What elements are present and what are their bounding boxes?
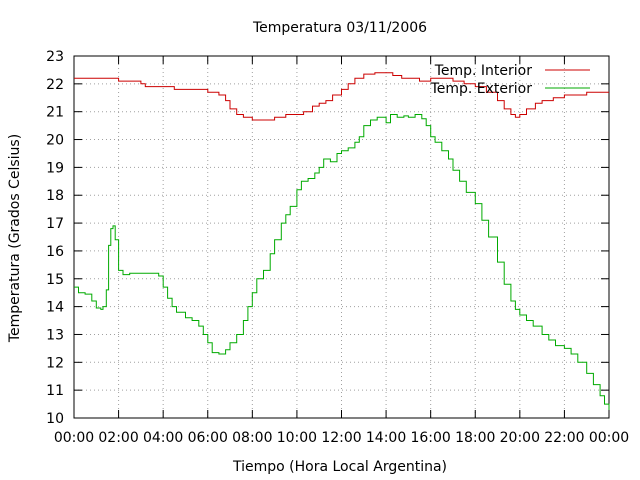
y-tick-label: 13 <box>46 327 64 343</box>
y-tick-label: 10 <box>46 411 64 427</box>
y-axis-label: Temperatura (Grados Celsius) <box>7 134 23 343</box>
series-line-exterior <box>74 114 610 414</box>
grid-lines <box>74 56 609 418</box>
legend-label: Temp. Exterior <box>430 81 533 97</box>
x-tick-label: 04:00 <box>143 430 183 446</box>
y-tick-label: 22 <box>46 77 64 93</box>
x-tick-label: 10:00 <box>277 430 317 446</box>
y-tick-label: 18 <box>46 188 64 204</box>
y-tick-label: 12 <box>46 355 64 371</box>
x-tick-label: 16:00 <box>410 430 450 446</box>
x-tick-label: 02:00 <box>98 430 138 446</box>
x-tick-label: 14:00 <box>366 430 406 446</box>
y-tick-label: 17 <box>46 216 64 232</box>
y-tick-label: 16 <box>46 244 64 260</box>
legend: Temp. Interior Temp. Exterior <box>430 63 590 97</box>
x-tick-label: 08:00 <box>232 430 272 446</box>
x-tick-label: 00:00 <box>54 430 94 446</box>
x-tick-label: 06:00 <box>188 430 228 446</box>
x-tick-label: 18:00 <box>455 430 495 446</box>
y-tick-label: 11 <box>46 383 64 399</box>
y-tick-label: 21 <box>46 105 64 121</box>
x-tick-label: 20:00 <box>500 430 540 446</box>
chart-title: Temperatura 03/11/2006 <box>252 20 427 36</box>
x-tick-label: 12:00 <box>321 430 361 446</box>
x-tick-label: 22:00 <box>544 430 584 446</box>
x-tick-label: 00:00 <box>589 430 629 446</box>
y-tick-label: 23 <box>46 49 64 65</box>
y-tick-label: 20 <box>46 133 64 149</box>
series-line-interior <box>74 72 609 121</box>
y-tick-label: 14 <box>46 300 64 316</box>
y-tick-label: 15 <box>46 272 64 288</box>
axis-ticks: 00:00 02:00 04:00 06:00 08:00 10:00 12:00 14:00… <box>46 49 629 446</box>
series-lines <box>74 72 610 414</box>
y-tick-label: 19 <box>46 160 64 176</box>
x-axis-label: Tiempo (Hora Local Argentina) <box>232 459 447 475</box>
legend-label: Temp. Interior <box>434 63 533 79</box>
